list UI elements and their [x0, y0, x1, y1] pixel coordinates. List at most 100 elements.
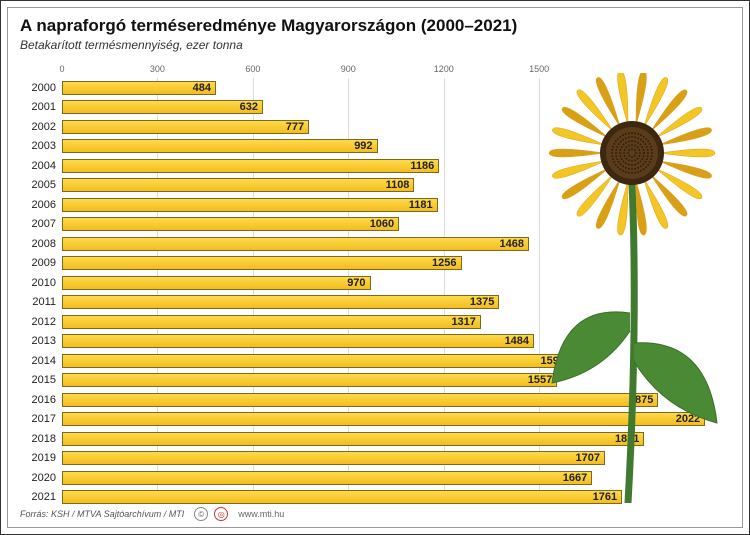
year-label: 2008 — [20, 238, 62, 250]
year-label: 2007 — [20, 218, 62, 230]
bar: 1597 — [62, 354, 570, 368]
bar-value: 1256 — [432, 257, 456, 269]
bar-track: 1108 — [62, 178, 730, 192]
x-tick: 1500 — [529, 64, 549, 74]
x-tick: 0 — [59, 64, 64, 74]
year-label: 2000 — [20, 82, 62, 94]
inner-border: A napraforgó terméseredménye Magyarorszá… — [7, 7, 743, 528]
bar-value: 1375 — [470, 296, 494, 308]
x-tick: 1200 — [434, 64, 454, 74]
bar-row: 2001632 — [20, 98, 730, 118]
year-label: 2006 — [20, 199, 62, 211]
bar-value: 1060 — [370, 218, 394, 230]
bar: 1484 — [62, 334, 534, 348]
bar-value: 632 — [240, 101, 258, 113]
bar-row: 2009 1256 — [20, 254, 730, 274]
year-label: 2017 — [20, 413, 62, 425]
bar: 1707 — [62, 451, 605, 465]
chart-title: A napraforgó terméseredménye Magyarorszá… — [20, 16, 730, 36]
year-label: 2009 — [20, 257, 62, 269]
year-label: 2014 — [20, 355, 62, 367]
bar-track: 777 — [62, 120, 730, 134]
bar-row: 20051108 — [20, 176, 730, 196]
bar-track: 2022 — [62, 412, 730, 426]
bar-track: 1317 — [62, 315, 730, 329]
bar-track: 970 — [62, 276, 730, 290]
bar: 632 — [62, 100, 263, 114]
bar-value: 1468 — [499, 238, 523, 250]
bar-value: 1875 — [629, 394, 653, 406]
bar-value: 1761 — [593, 491, 617, 503]
bar: 1256 — [62, 256, 462, 270]
bar-value: 777 — [286, 121, 304, 133]
bar-track: 1186 — [62, 159, 730, 173]
bar-row: 20201667 — [20, 468, 730, 488]
year-label: 2010 — [20, 277, 62, 289]
bar-track: 484 — [62, 81, 730, 95]
bar-row: 2002 777 — [20, 117, 730, 137]
x-tick: 900 — [341, 64, 356, 74]
bar-track: 1484 — [62, 334, 730, 348]
footer-icons: © ◎ — [194, 507, 228, 521]
bar: 1317 — [62, 315, 481, 329]
bar-row: 2017 2022 — [20, 410, 730, 430]
bar-row: 20191707 — [20, 449, 730, 469]
year-label: 2004 — [20, 160, 62, 172]
bar-track: 1375 — [62, 295, 730, 309]
bar-value: 2022 — [676, 413, 700, 425]
bar: 970 — [62, 276, 371, 290]
bar-track: 992 — [62, 139, 730, 153]
bar-track: 1256 — [62, 256, 730, 270]
bar-track: 632 — [62, 100, 730, 114]
bar-track: 1831 — [62, 432, 730, 446]
bar-row: 2014 1597 — [20, 351, 730, 371]
bar-value: 1108 — [386, 179, 410, 191]
bar-row: 2021 1761 — [20, 488, 730, 508]
year-label: 2021 — [20, 491, 62, 503]
bar-value: 1557 — [528, 374, 552, 386]
bar: 484 — [62, 81, 216, 95]
bar-track: 1875 — [62, 393, 730, 407]
bar-track: 1557 — [62, 373, 730, 387]
bar-row: 2007 1060 — [20, 215, 730, 235]
footer: Forrás: KSH / MTVA Sajtóarchívum / MTI ©… — [20, 507, 284, 521]
bar-row: 20151557 — [20, 371, 730, 391]
bar-value: 1181 — [409, 199, 433, 211]
x-tick: 600 — [245, 64, 260, 74]
x-axis-ticks: 0 300 600 900 1200 1500 — [62, 64, 730, 76]
chart-area: 030060090012001500 200048420016322002777… — [20, 64, 730, 501]
bar-row: 2003992 — [20, 137, 730, 157]
bar-row: 2000484 — [20, 78, 730, 98]
year-label: 2002 — [20, 121, 62, 133]
bar-value: 992 — [354, 140, 372, 152]
bar: 1831 — [62, 432, 644, 446]
x-tick: 300 — [150, 64, 165, 74]
bar-row: 2008 1468 — [20, 234, 730, 254]
year-label: 2012 — [20, 316, 62, 328]
bar-value: 1484 — [505, 335, 529, 347]
bar-row: 2006 1181 — [20, 195, 730, 215]
bar: 1875 — [62, 393, 658, 407]
bar-value: 1597 — [541, 355, 565, 367]
bar-value: 1707 — [576, 452, 600, 464]
bar: 1375 — [62, 295, 499, 309]
bar-value: 1317 — [451, 316, 475, 328]
footer-url: www.mti.hu — [238, 509, 284, 519]
year-label: 2020 — [20, 472, 62, 484]
nc-icon: ◎ — [214, 507, 228, 521]
cc-icon: © — [194, 507, 208, 521]
bars-container: 2000484200163220027772003992200411862005… — [20, 78, 730, 501]
chart-frame: A napraforgó terméseredménye Magyarorszá… — [0, 0, 750, 535]
bar-value: 1831 — [615, 433, 639, 445]
bar: 1060 — [62, 217, 399, 231]
bar-value: 970 — [347, 277, 365, 289]
bar-row: 2004 1186 — [20, 156, 730, 176]
header: A napraforgó terméseredménye Magyarorszá… — [8, 8, 742, 54]
bar: 1557 — [62, 373, 557, 387]
bar-row: 20181831 — [20, 429, 730, 449]
bar-track: 1060 — [62, 217, 730, 231]
bar-row: 20161875 — [20, 390, 730, 410]
bar-row: 2010 970 — [20, 273, 730, 293]
bar-track: 1181 — [62, 198, 730, 212]
bar-value: 1186 — [410, 160, 434, 172]
